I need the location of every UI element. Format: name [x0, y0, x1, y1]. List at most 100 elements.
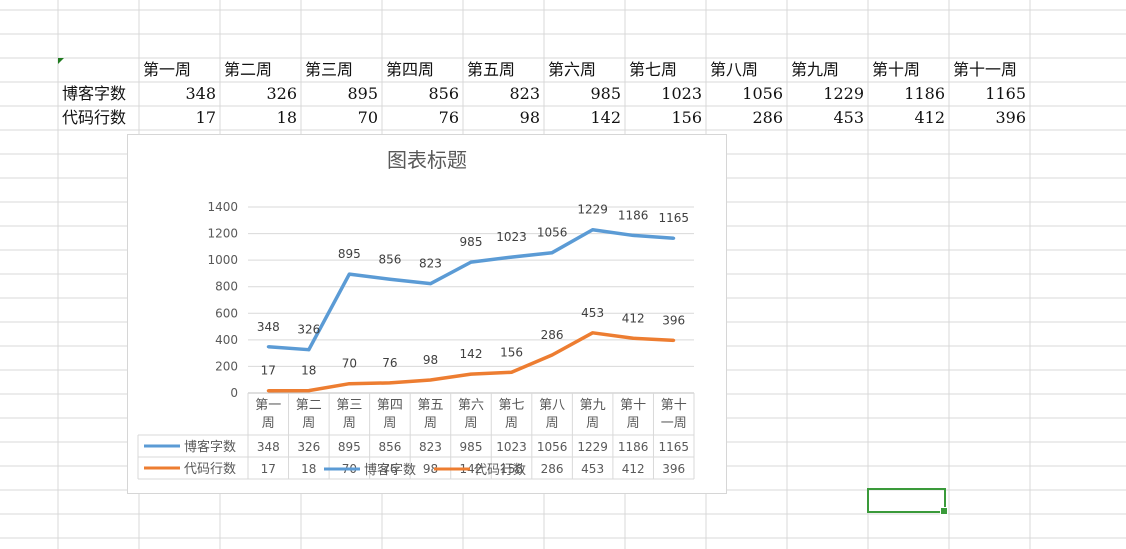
- table-value: 1023: [496, 440, 527, 454]
- chart-svg: 图表标题 0 200 400 600 800 1000 1200 1400 第一周 第二周 第三周 第四…: [137, 148, 695, 480]
- value-cell[interactable]: 76: [438, 108, 459, 127]
- value-cell[interactable]: 1229: [823, 84, 864, 103]
- value-cell[interactable]: 823: [509, 84, 540, 103]
- fill-handle[interactable]: [940, 507, 948, 515]
- data-point: [672, 236, 676, 240]
- data-point: [469, 372, 473, 376]
- data-point: [347, 272, 351, 276]
- x-category-label: 周: [343, 416, 356, 431]
- data-label: 70: [342, 357, 357, 371]
- value-cell[interactable]: 396: [995, 108, 1026, 127]
- x-category-label: 周: [505, 416, 518, 431]
- header-cell[interactable]: 第二周: [224, 60, 273, 79]
- bottom-legend-label: 博客字数: [364, 462, 416, 478]
- data-point: [266, 389, 270, 393]
- x-category-label: 一周: [661, 416, 687, 431]
- row-label-cell[interactable]: 博客字数: [62, 84, 127, 103]
- value-cell[interactable]: 98: [519, 108, 540, 127]
- x-category-label: 第二: [296, 398, 322, 413]
- data-point: [388, 381, 392, 385]
- data-label: 1186: [618, 208, 649, 222]
- value-cell[interactable]: 156: [671, 108, 702, 127]
- value-cell[interactable]: 17: [195, 108, 216, 127]
- data-label: 895: [338, 247, 361, 261]
- data-point: [347, 382, 351, 386]
- data-point: [469, 260, 473, 264]
- data-point: [550, 353, 554, 357]
- value-cell[interactable]: 856: [428, 84, 459, 103]
- data-label: 98: [423, 353, 438, 367]
- table-value: 823: [419, 440, 442, 454]
- value-cell[interactable]: 142: [590, 108, 621, 127]
- chart-title: 图表标题: [387, 148, 467, 172]
- data-label: 396: [662, 313, 685, 327]
- value-cell[interactable]: 18: [276, 108, 297, 127]
- value-cell[interactable]: 1186: [904, 84, 945, 103]
- value-cell[interactable]: 326: [266, 84, 297, 103]
- x-category-label: 第五: [417, 398, 443, 413]
- header-cell[interactable]: 第七周: [629, 60, 678, 79]
- data-label: 17: [261, 364, 276, 378]
- table-value: 98: [423, 462, 438, 476]
- x-category-label: 第六: [458, 398, 484, 413]
- value-cell[interactable]: 453: [833, 108, 864, 127]
- value-cell[interactable]: 1023: [661, 84, 702, 103]
- data-label: 856: [378, 252, 401, 266]
- header-cell[interactable]: 第九周: [791, 60, 840, 79]
- table-value: 76: [382, 462, 397, 476]
- table-value: 156: [500, 462, 523, 476]
- x-category-label: 周: [302, 416, 315, 431]
- header-cell[interactable]: 第五周: [467, 60, 516, 79]
- x-category-label: 第十: [620, 398, 646, 413]
- table-value: 895: [338, 440, 361, 454]
- y-tick-label: 1400: [207, 200, 238, 214]
- table-value: 1056: [537, 440, 568, 454]
- header-cell[interactable]: 第八周: [710, 60, 759, 79]
- bottom-legend-label: 代码行数: [474, 463, 526, 478]
- x-category-label: 第七: [499, 398, 525, 413]
- data-point: [510, 370, 514, 374]
- value-cell[interactable]: 1056: [742, 84, 783, 103]
- y-tick-label: 800: [215, 280, 238, 294]
- selected-cell[interactable]: [867, 488, 948, 515]
- table-value: 856: [378, 440, 401, 454]
- header-cell[interactable]: 第三周: [305, 60, 354, 79]
- data-point: [631, 233, 635, 237]
- x-category-label: 第四: [377, 398, 403, 413]
- x-category-label: 周: [262, 416, 275, 431]
- data-label: 1229: [577, 203, 608, 217]
- data-point: [307, 348, 311, 352]
- value-cell[interactable]: 412: [914, 108, 945, 127]
- y-tick-label: 400: [215, 333, 238, 347]
- data-label: 348: [257, 320, 280, 334]
- value-cell[interactable]: 985: [590, 84, 621, 103]
- table-value: 985: [460, 440, 483, 454]
- value-cell[interactable]: 348: [185, 84, 216, 103]
- value-cell[interactable]: 1165: [985, 84, 1026, 103]
- data-point: [307, 389, 311, 393]
- value-cell[interactable]: 286: [752, 108, 783, 127]
- y-tick-label: 600: [215, 306, 238, 320]
- table-value: 453: [581, 462, 604, 476]
- row-label-cell[interactable]: 代码行数: [62, 108, 127, 127]
- data-label: 823: [419, 257, 442, 271]
- data-label: 1056: [537, 226, 568, 240]
- table-value: 326: [297, 440, 320, 454]
- header-cell[interactable]: 第十一周: [953, 60, 1018, 79]
- x-category-label: 周: [546, 416, 559, 431]
- x-category-label: 周: [424, 416, 437, 431]
- x-category-label: 第三: [336, 398, 362, 413]
- header-cell[interactable]: 第六周: [548, 60, 597, 79]
- data-point: [591, 228, 595, 232]
- data-point: [388, 277, 392, 281]
- header-cell[interactable]: 第一周: [143, 60, 192, 79]
- data-label: 985: [460, 235, 483, 249]
- line-chart[interactable]: 图表标题 0 200 400 600 800 1000 1200 1400 第一周 第二周 第三周 第四…: [127, 134, 727, 494]
- data-label: 18: [301, 364, 316, 378]
- header-cell[interactable]: 第四周: [386, 60, 435, 79]
- value-cell[interactable]: 70: [357, 108, 378, 127]
- data-point: [510, 255, 514, 259]
- header-cell[interactable]: 第十周: [872, 60, 921, 79]
- data-point: [591, 331, 595, 335]
- value-cell[interactable]: 895: [347, 84, 378, 103]
